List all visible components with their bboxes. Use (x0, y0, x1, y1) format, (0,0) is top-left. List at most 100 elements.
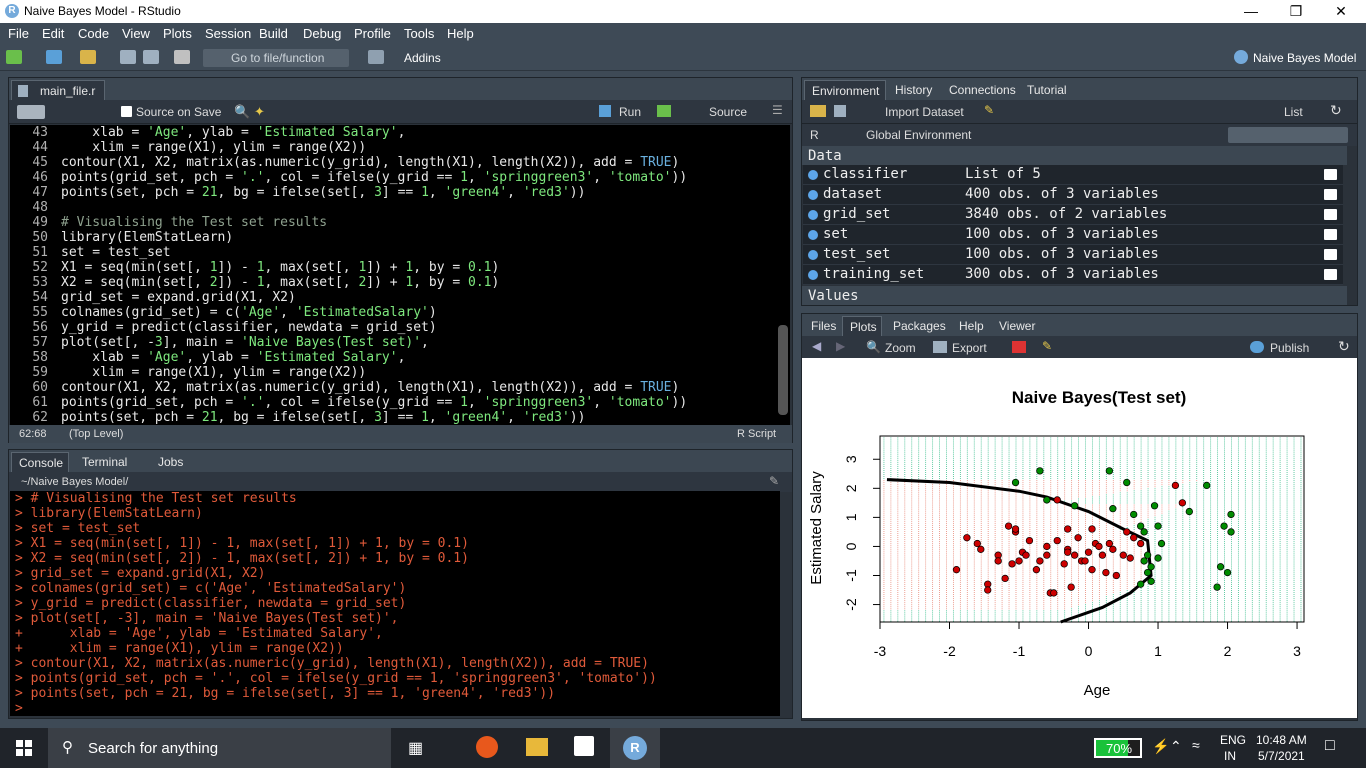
source-on-save-checkbox[interactable] (121, 106, 132, 117)
open-file-icon[interactable] (80, 50, 96, 64)
load-workspace-icon[interactable] (810, 105, 826, 117)
next-plot-icon[interactable]: ▶ (836, 339, 846, 353)
menu-view[interactable]: View (122, 26, 150, 41)
tab-packages[interactable]: Packages (886, 316, 950, 336)
menu-plots[interactable]: Plots (163, 26, 192, 41)
environment-selector[interactable]: Global Environment (866, 128, 972, 142)
grid-dot (1008, 553, 1010, 555)
grid-dot (1015, 486, 1017, 488)
grid-dot (973, 467, 975, 469)
view-data-icon[interactable] (1324, 249, 1337, 260)
export-button[interactable]: Export (952, 341, 987, 355)
outline-icon[interactable]: ☰ (772, 103, 783, 117)
tab-history[interactable]: History (888, 80, 940, 100)
tab-terminal[interactable]: Terminal (75, 452, 147, 472)
view-data-icon[interactable] (1324, 229, 1337, 240)
refresh-plot-icon[interactable]: ↻ (1338, 338, 1350, 354)
tab-viewer[interactable]: Viewer (992, 316, 1042, 336)
menu-build[interactable]: Build (259, 26, 288, 41)
editor-scrollbar[interactable] (778, 325, 788, 415)
list-view-button[interactable]: List (1284, 105, 1303, 119)
menu-help[interactable]: Help (447, 26, 474, 41)
tab-tutorial[interactable]: Tutorial (1020, 80, 1084, 100)
minimize-button[interactable]: — (1244, 3, 1258, 19)
rerun-icon[interactable] (657, 105, 671, 117)
grid-dot (904, 575, 906, 577)
new-file-icon[interactable] (6, 50, 22, 64)
wand-icon[interactable]: ✦ (254, 104, 265, 119)
expand-icon[interactable] (808, 230, 818, 240)
grid-dot (1140, 504, 1142, 506)
grid-dot (1231, 482, 1232, 484)
grid-icon[interactable] (368, 50, 384, 64)
scope-selector[interactable]: (Top Level) (69, 428, 124, 440)
tab-console[interactable]: Console (11, 452, 69, 472)
close-button[interactable]: ✕ (1335, 3, 1347, 19)
grid-dot (1085, 518, 1086, 520)
console-output[interactable]: > # Visualising the Test set results > li… (10, 491, 780, 716)
refresh-icon[interactable]: ↻ (1330, 102, 1342, 118)
grid-dot (1001, 606, 1003, 608)
publish-button[interactable]: Publish (1270, 341, 1310, 355)
env-row[interactable]: training_set 300 obs. of 3 variables (803, 265, 1343, 285)
filetype-selector[interactable]: R Script (737, 428, 777, 440)
print-icon[interactable] (174, 50, 190, 64)
tab-jobs[interactable]: Jobs (151, 452, 203, 472)
project-menu[interactable]: Naive Bayes Model (1253, 51, 1357, 65)
grid-dot (1140, 608, 1142, 610)
nav-back-forward-icon[interactable] (17, 105, 45, 119)
menu-edit[interactable]: Edit (42, 26, 65, 41)
tab-environment[interactable]: Environment (804, 80, 886, 100)
goto-file-input[interactable]: Go to file/function (203, 49, 349, 67)
env-row[interactable]: classifier List of 5 (803, 165, 1343, 185)
clear-plots-icon[interactable]: ✎ (1042, 339, 1053, 353)
prev-plot-icon[interactable]: ◀ (812, 339, 822, 353)
menu-file[interactable]: File (8, 26, 29, 41)
save-workspace-icon[interactable] (834, 105, 846, 117)
import-dataset-button[interactable]: Import Dataset (885, 105, 964, 119)
tab-plots[interactable]: Plots (842, 316, 882, 336)
expand-icon[interactable] (808, 190, 818, 200)
grid-dot (925, 583, 927, 585)
expand-icon[interactable] (808, 170, 818, 180)
grid-dot (1126, 618, 1128, 620)
source-on-save-label: Source on Save (136, 105, 222, 119)
menu-debug[interactable]: Debug (303, 26, 342, 41)
remove-plot-icon[interactable] (1012, 341, 1026, 353)
tab-connections[interactable]: Connections (942, 80, 1018, 100)
view-data-icon[interactable] (1324, 269, 1337, 280)
broom-icon[interactable]: ✎ (984, 103, 995, 117)
menu-code[interactable]: Code (78, 26, 110, 41)
tab-help[interactable]: Help (952, 316, 988, 336)
menu-session[interactable]: Session (205, 26, 252, 41)
save-all-icon[interactable] (143, 50, 159, 64)
env-row[interactable]: test_set 100 obs. of 3 variables (803, 245, 1343, 265)
menu-tools[interactable]: Tools (404, 26, 435, 41)
env-row[interactable]: set 100 obs. of 3 variables (803, 225, 1343, 245)
search-icon[interactable]: 🔍 (234, 104, 251, 119)
view-data-icon[interactable] (1324, 209, 1337, 220)
code-editor[interactable]: 43 xlab = 'Age', ylab = 'Estimated Salar… (10, 125, 790, 425)
source-button[interactable]: Source (709, 105, 748, 119)
grid-dot (1078, 504, 1079, 506)
view-data-icon[interactable] (1324, 169, 1337, 180)
env-search-input[interactable] (1228, 127, 1348, 143)
menu-profile[interactable]: Profile (354, 26, 391, 41)
zoom-button[interactable]: Zoom (885, 341, 916, 355)
save-icon[interactable] (120, 50, 136, 64)
maximize-button[interactable]: ❐ (1289, 3, 1303, 19)
env-row[interactable]: dataset 400 obs. of 3 variables (803, 185, 1343, 205)
tab-files[interactable]: Files (804, 316, 840, 336)
expand-icon[interactable] (808, 210, 818, 220)
run-button[interactable]: Run (619, 105, 642, 119)
new-project-icon[interactable] (46, 50, 62, 64)
clear-console-icon[interactable]: ✎ (769, 474, 780, 488)
env-row[interactable]: grid_set 3840 obs. of 2 variables (803, 205, 1343, 225)
grid-dot (1231, 441, 1232, 443)
addins-button[interactable]: Addins (404, 51, 441, 65)
expand-icon[interactable] (808, 270, 818, 280)
expand-icon[interactable] (808, 250, 818, 260)
language-selector[interactable]: R (810, 128, 819, 142)
view-data-icon[interactable] (1324, 189, 1337, 200)
tab-main-file[interactable]: main_file.r (11, 80, 105, 100)
